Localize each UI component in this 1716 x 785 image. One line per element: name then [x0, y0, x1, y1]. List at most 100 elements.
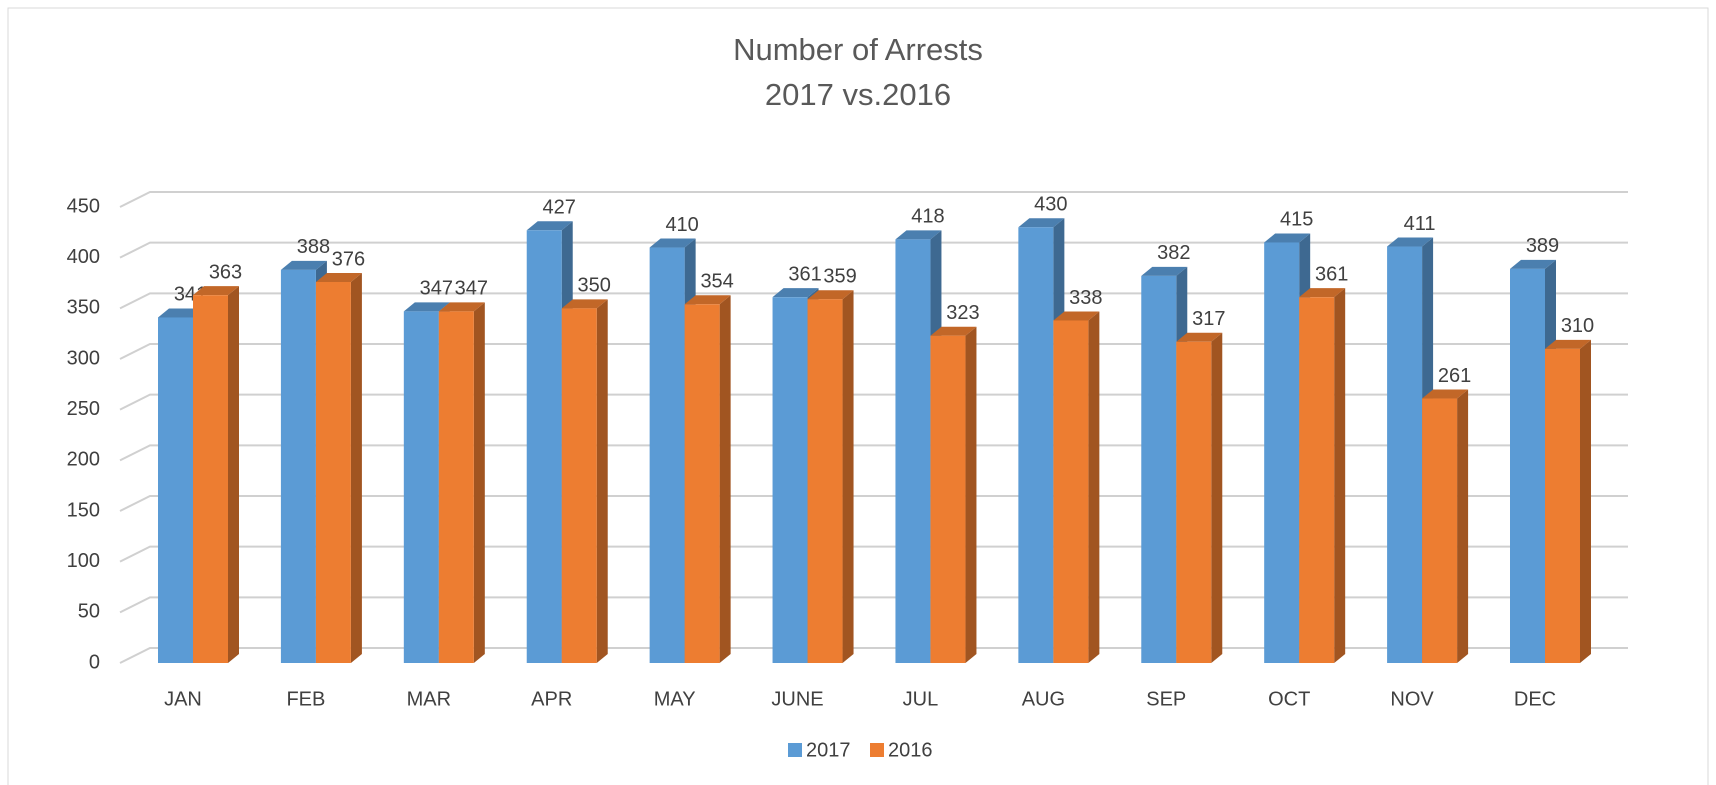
bar-top: [772, 288, 819, 298]
bar: [807, 290, 854, 663]
bar-side: [228, 286, 239, 663]
bar-top: [1141, 266, 1188, 276]
bar-top: [1018, 218, 1065, 228]
bar-front: [280, 269, 316, 663]
grid-line: [119, 444, 1628, 462]
data-label: 411: [1404, 213, 1436, 235]
bar-front: [1264, 242, 1300, 663]
bar-top: [158, 308, 204, 318]
bar-front: [1053, 320, 1089, 663]
bar-top: [1176, 332, 1223, 342]
bar-side: [1211, 332, 1223, 663]
bar-side: [719, 295, 731, 663]
grid-line: [119, 545, 1628, 563]
x-tick-label: APR: [531, 688, 572, 710]
bar: [930, 326, 977, 663]
y-tick-label: 300: [67, 347, 100, 369]
data-label: 261: [1438, 365, 1471, 387]
bar-front: [1299, 297, 1335, 663]
bar-side: [1088, 311, 1100, 663]
bar-side: [965, 326, 977, 663]
grid-line: [119, 292, 1628, 310]
x-tick-label: FEB: [286, 688, 325, 710]
x-tick-label: SEP: [1146, 688, 1186, 710]
grid-line: [119, 393, 1628, 411]
x-tick-label: NOV: [1390, 688, 1434, 710]
grid-line: [119, 596, 1628, 614]
data-label: 427: [543, 197, 576, 219]
bar: [1176, 332, 1223, 663]
x-tick-label: JUL: [903, 688, 939, 710]
chart-subtitle: 2017 vs.2016: [765, 77, 951, 112]
bar: [684, 295, 731, 663]
chart-frame: [7, 7, 1709, 785]
bar: [1053, 311, 1100, 663]
bar-top: [526, 221, 573, 231]
bar: [193, 286, 239, 663]
bar-top: [1264, 233, 1311, 243]
bar-front: [930, 335, 966, 663]
y-tick-label: 450: [67, 195, 100, 217]
bar-front: [1510, 268, 1545, 663]
x-tick-label: JAN: [164, 688, 202, 710]
bar-side: [1580, 339, 1591, 663]
bar-front: [1018, 227, 1054, 663]
data-label: 354: [700, 271, 733, 293]
bar-front: [807, 299, 843, 663]
bar-front: [561, 308, 597, 663]
y-tick-label: 0: [89, 651, 100, 673]
data-label: 415: [1280, 209, 1313, 231]
data-label: 350: [578, 275, 611, 297]
data-label: 361: [788, 263, 821, 285]
data-label: 363: [209, 261, 242, 283]
bar-top: [930, 326, 977, 336]
data-label: 347: [420, 278, 453, 300]
x-tick-label: JUNE: [771, 688, 823, 710]
x-tick-label: OCT: [1268, 688, 1310, 710]
grid-line: [119, 647, 1628, 664]
data-label: 410: [665, 214, 698, 236]
data-label: 323: [946, 302, 979, 324]
data-label: 382: [1157, 242, 1190, 264]
bar-top: [280, 260, 327, 270]
bar-top: [895, 230, 942, 240]
bar-front: [158, 317, 193, 663]
bar-top: [561, 299, 608, 309]
bar-top: [438, 302, 485, 312]
data-label: 338: [1069, 287, 1102, 309]
bar-top: [193, 286, 239, 296]
bar-front: [649, 247, 685, 664]
bar: [315, 272, 362, 663]
bar-top: [403, 302, 450, 312]
data-label: 347: [455, 278, 488, 300]
bar-side: [473, 302, 485, 663]
bar-side: [1457, 389, 1469, 663]
data-label: 418: [911, 206, 944, 228]
bar-side: [842, 290, 854, 663]
x-tick-label: MAR: [407, 688, 451, 710]
bar-top: [1422, 389, 1469, 399]
data-label: 317: [1192, 308, 1225, 330]
bar: [1545, 339, 1591, 663]
data-label: 361: [1315, 263, 1348, 285]
y-tick-label: 150: [67, 499, 100, 521]
bar-front: [1545, 348, 1580, 663]
data-label: 310: [1561, 315, 1594, 337]
x-tick-label: DEC: [1514, 688, 1556, 710]
bar-front: [1141, 275, 1177, 663]
y-tick-label: 50: [78, 601, 100, 623]
bar-top: [1299, 288, 1346, 298]
data-label: 388: [297, 236, 330, 258]
bar-front: [684, 304, 720, 663]
y-tick-label: 200: [67, 449, 100, 471]
bar-top: [649, 238, 696, 248]
bar-top: [684, 295, 731, 305]
y-tick-label: 350: [67, 297, 100, 319]
data-label: 389: [1526, 235, 1559, 257]
bar-top: [1053, 311, 1100, 321]
bar-side: [350, 272, 362, 663]
bar-front: [1387, 246, 1423, 663]
y-tick-label: 100: [67, 550, 100, 572]
bar: [561, 299, 608, 663]
